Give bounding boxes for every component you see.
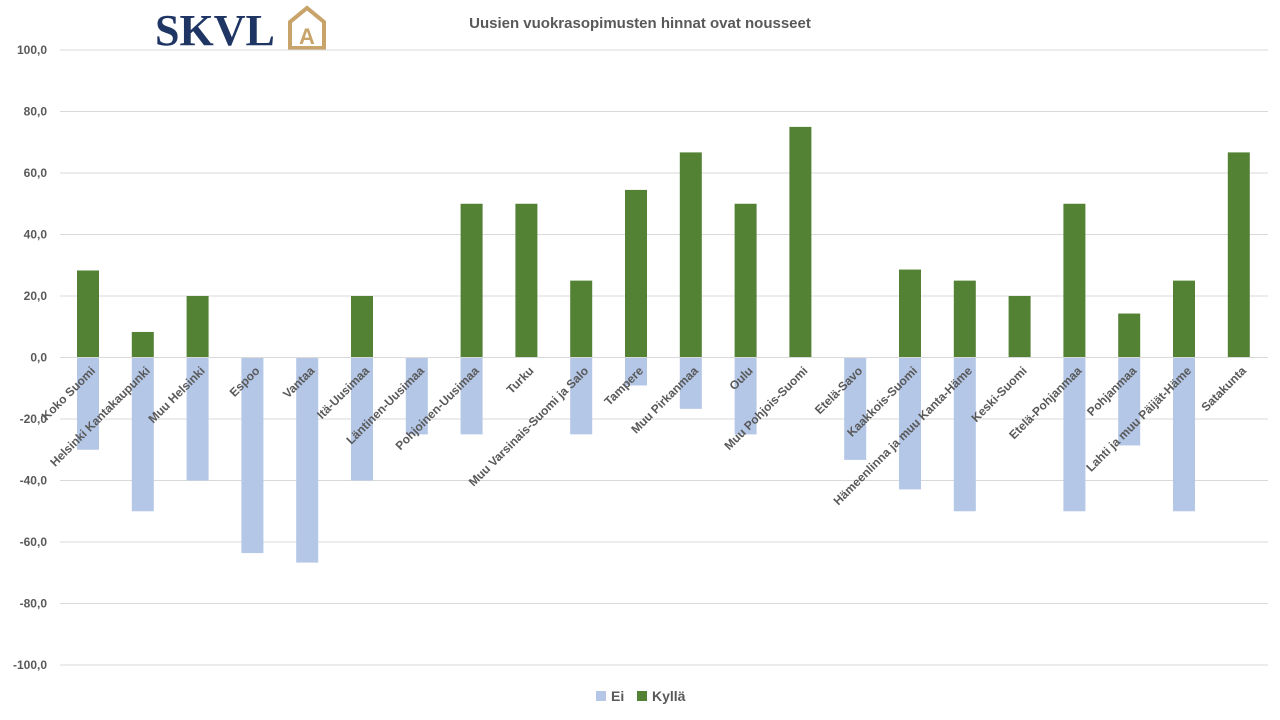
bar-kyll- <box>1173 280 1195 358</box>
bar-kyll- <box>570 280 593 358</box>
y-tick-label: -40,0 <box>20 474 48 488</box>
legend-item: Kyllä <box>637 688 686 704</box>
bar-ei <box>186 357 209 481</box>
bar-kyll- <box>515 203 538 358</box>
bar-ei <box>296 357 319 563</box>
y-tick-label: 20,0 <box>24 289 48 303</box>
bar-kyll- <box>1227 152 1250 358</box>
y-tick-label: 0,0 <box>30 351 47 365</box>
y-tick-label: 80,0 <box>24 105 48 119</box>
logo-text: SKVL <box>155 6 275 55</box>
bar-kyll- <box>1063 203 1086 358</box>
bar-ei <box>405 357 428 435</box>
bar-kyll- <box>899 269 921 358</box>
legend-swatch <box>637 691 647 701</box>
bar-ei <box>1118 357 1141 446</box>
y-tick-label: 60,0 <box>24 166 48 180</box>
bar-ei <box>734 357 757 435</box>
bar-ei <box>77 357 99 450</box>
bar-kyll- <box>351 296 373 358</box>
bar-kyll- <box>460 203 483 358</box>
bar-kyll- <box>131 331 154 358</box>
bars <box>77 126 1250 563</box>
bar-kyll- <box>734 203 757 358</box>
logo: SKVL A <box>155 5 326 55</box>
bar-ei <box>570 357 593 435</box>
bar-ei <box>953 357 976 512</box>
bar-ei <box>131 357 154 512</box>
bar-kyll- <box>1008 296 1031 358</box>
logo-mark: A <box>288 5 326 50</box>
bar-ei <box>625 357 647 386</box>
bar-kyll- <box>1118 313 1141 358</box>
bar-ei <box>1063 357 1086 512</box>
bar-ei <box>844 357 867 460</box>
bar-kyll- <box>77 270 99 358</box>
bar-ei <box>460 357 483 435</box>
chart-title: Uusien vuokrasopimusten hinnat ovat nous… <box>469 15 811 32</box>
category-label: Satakunta <box>1198 363 1249 414</box>
bar-ei <box>351 357 373 481</box>
y-tick-label: 40,0 <box>24 228 48 242</box>
bar-kyll- <box>679 152 702 358</box>
bar-kyll- <box>789 126 812 358</box>
y-tick-label: -80,0 <box>20 597 48 611</box>
category-label: Turku <box>504 364 537 397</box>
bar-ei <box>1173 357 1195 512</box>
legend-item: Ei <box>596 688 624 704</box>
category-label: Tampere <box>601 363 646 408</box>
bar-kyll- <box>186 296 209 358</box>
y-tick-label: -100,0 <box>13 658 47 672</box>
y-tick-label: 100,0 <box>17 43 47 57</box>
category-label: Keski-Suomi <box>968 364 1029 425</box>
bar-ei <box>899 357 921 490</box>
y-tick-label: -20,0 <box>20 412 48 426</box>
legend-label: Ei <box>611 688 624 704</box>
bar-ei <box>241 357 264 554</box>
logo-mark-text: A <box>299 24 315 49</box>
bar-kyll- <box>953 280 976 358</box>
bar-ei <box>679 357 702 409</box>
legend-label: Kyllä <box>652 688 686 704</box>
y-axis-ticks: 100,0 80,0 60,0 40,0 20,0 0,0 -20,0 -40,0 -60,0 -… <box>13 43 47 672</box>
y-tick-label: -60,0 <box>20 535 48 549</box>
legend-swatch <box>596 691 606 701</box>
legend: Ei Kyllä <box>596 688 686 704</box>
bar-kyll- <box>625 189 647 358</box>
